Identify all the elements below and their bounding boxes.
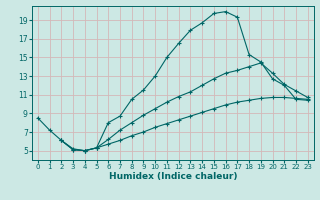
X-axis label: Humidex (Indice chaleur): Humidex (Indice chaleur) [108,172,237,181]
